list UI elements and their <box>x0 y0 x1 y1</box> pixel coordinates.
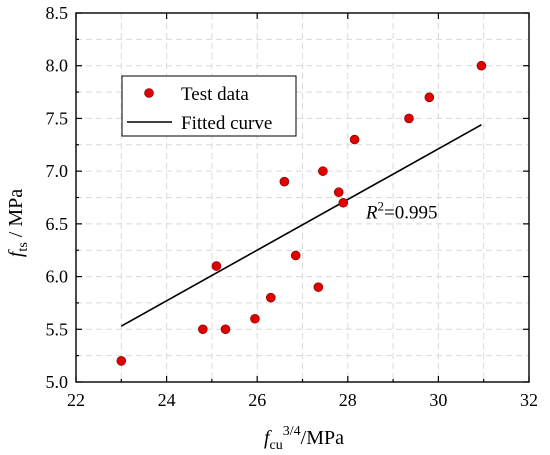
y-tick-label: 6.0 <box>46 267 69 287</box>
x-axis-subscript: cu <box>270 438 283 453</box>
y-tick-label: 8.5 <box>46 3 69 23</box>
test-data-point <box>198 324 208 335</box>
grid <box>76 13 529 382</box>
legend-marker-test-data <box>144 88 154 98</box>
test-data-point <box>349 134 360 145</box>
r-squared-symbol: R <box>365 203 378 224</box>
test-data-point <box>333 187 344 198</box>
r-squared-annotation: R2=0.995 <box>365 199 438 224</box>
y-axis-unit: / MPa <box>5 189 27 242</box>
legend-label-fitted-curve: Fitted curve <box>181 113 272 134</box>
x-tick-label: 30 <box>429 390 447 410</box>
y-tick-label: 7.0 <box>46 161 69 181</box>
legend-box <box>121 75 297 137</box>
test-data-point <box>424 92 435 103</box>
test-data-point <box>318 166 328 176</box>
test-data-point <box>313 282 324 292</box>
x-tick-label: 22 <box>67 390 85 410</box>
test-data-point <box>265 292 276 303</box>
test-data-point <box>404 113 414 124</box>
test-data-point <box>220 324 231 335</box>
y-tick-label: 6.5 <box>46 214 69 234</box>
r-squared-value: =0.995 <box>384 203 437 224</box>
y-axis-subscript: ts <box>16 242 31 251</box>
y-tick-label: 5.0 <box>46 372 69 392</box>
y-axis-title: fts / MPa <box>5 189 31 257</box>
axis-ticks: 22 24 26 28 30 32 5.0 5.5 6.0 6.5 7.0 7.5 8.0 8.5 <box>46 3 539 410</box>
x-axis-unit: /MPa <box>301 427 344 449</box>
x-tick-label: 28 <box>339 390 357 410</box>
legend: Test data Fitted curve <box>121 75 297 137</box>
test-data-point <box>116 356 127 366</box>
x-axis-symbol: f <box>264 427 272 449</box>
fitted-curve-line <box>120 124 482 327</box>
y-tick-label: 7.5 <box>46 108 69 128</box>
test-data-point <box>338 197 349 208</box>
data-series <box>116 60 487 366</box>
x-axis-title: fcu3/4/MPa <box>264 424 344 453</box>
x-axis-superscript: 3/4 <box>283 424 301 439</box>
test-data-point <box>476 60 487 71</box>
test-data-point <box>211 261 222 271</box>
y-tick-label: 8.0 <box>46 56 69 76</box>
x-tick-label: 26 <box>248 390 266 410</box>
y-axis-symbol: f <box>5 249 27 257</box>
r-squared-exponent: 2 <box>378 199 385 214</box>
x-tick-label: 32 <box>520 390 538 410</box>
test-data-point <box>279 176 290 187</box>
legend-label-test-data: Test data <box>181 84 249 105</box>
y-tick-label: 5.5 <box>46 319 69 339</box>
test-data-point <box>290 250 301 261</box>
x-tick-label: 24 <box>158 390 176 410</box>
test-data-point <box>250 313 260 324</box>
